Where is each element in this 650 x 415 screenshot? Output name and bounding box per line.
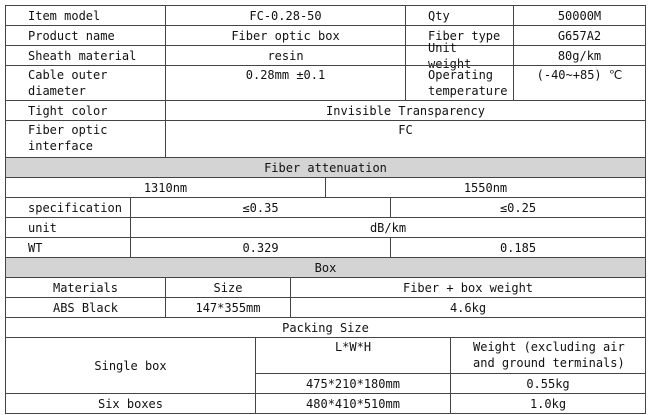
table-cell: WT xyxy=(5,237,131,258)
table-cell: Fiber + box weight xyxy=(290,277,646,298)
table-cell: Cable outer diameter xyxy=(5,65,166,101)
table-cell: L*W*H xyxy=(255,337,451,374)
table-cell: Fiber attenuation xyxy=(5,157,646,178)
table-cell: Tight color xyxy=(5,100,166,121)
table-cell: Product name xyxy=(5,25,166,46)
table-cell: Materials xyxy=(5,277,166,298)
table-cell: ≤0.35 xyxy=(130,197,391,218)
table-cell: Fiber optic box xyxy=(165,25,406,46)
table-cell: Item model xyxy=(5,5,166,26)
table-cell: Operating temperature xyxy=(405,65,514,101)
table-cell: Box xyxy=(5,257,646,278)
table-cell: Size xyxy=(165,277,291,298)
table-cell: specification xyxy=(5,197,131,218)
table-cell: 0.55kg xyxy=(450,373,646,394)
table-cell: 1310nm xyxy=(5,177,326,198)
table-cell: Packing Size xyxy=(5,317,646,338)
table-cell: 1550nm xyxy=(325,177,646,198)
table-cell: Invisible Transparency xyxy=(165,100,646,121)
table-cell: (-40~+85) ℃ xyxy=(513,65,646,101)
table-cell: resin xyxy=(165,45,406,66)
table-cell: unit xyxy=(5,217,131,238)
table-cell: Fiber optic interface xyxy=(5,120,166,158)
table-cell: G657A2 xyxy=(513,25,646,46)
table-cell: 50000M xyxy=(513,5,646,26)
table-cell: Single box xyxy=(5,337,256,394)
table-cell: FC-0.28-50 xyxy=(165,5,406,26)
table-cell: Qty xyxy=(405,5,514,26)
table-cell: FC xyxy=(165,120,646,158)
table-cell: Weight (excluding air and ground termina… xyxy=(450,337,646,374)
table-cell: Unit weight xyxy=(405,41,514,71)
table-cell: 1.0kg xyxy=(450,393,646,414)
table-cell: 4.6kg xyxy=(290,297,646,318)
table-cell: 0.329 xyxy=(130,237,391,258)
table-cell: ≤0.25 xyxy=(390,197,646,218)
table-cell: 147*355mm xyxy=(165,297,291,318)
table-cell: 80g/km xyxy=(513,45,646,66)
table-cell: Six boxes xyxy=(5,393,256,414)
table-cell: dB/km xyxy=(130,217,646,238)
table-cell: 0.28mm ±0.1 xyxy=(165,65,406,101)
table-cell: ABS Black xyxy=(5,297,166,318)
table-cell: Sheath material xyxy=(5,45,166,66)
table-cell: 480*410*510mm xyxy=(255,393,451,414)
table-cell: 475*210*180mm xyxy=(255,373,451,394)
table-cell: 0.185 xyxy=(390,237,646,258)
